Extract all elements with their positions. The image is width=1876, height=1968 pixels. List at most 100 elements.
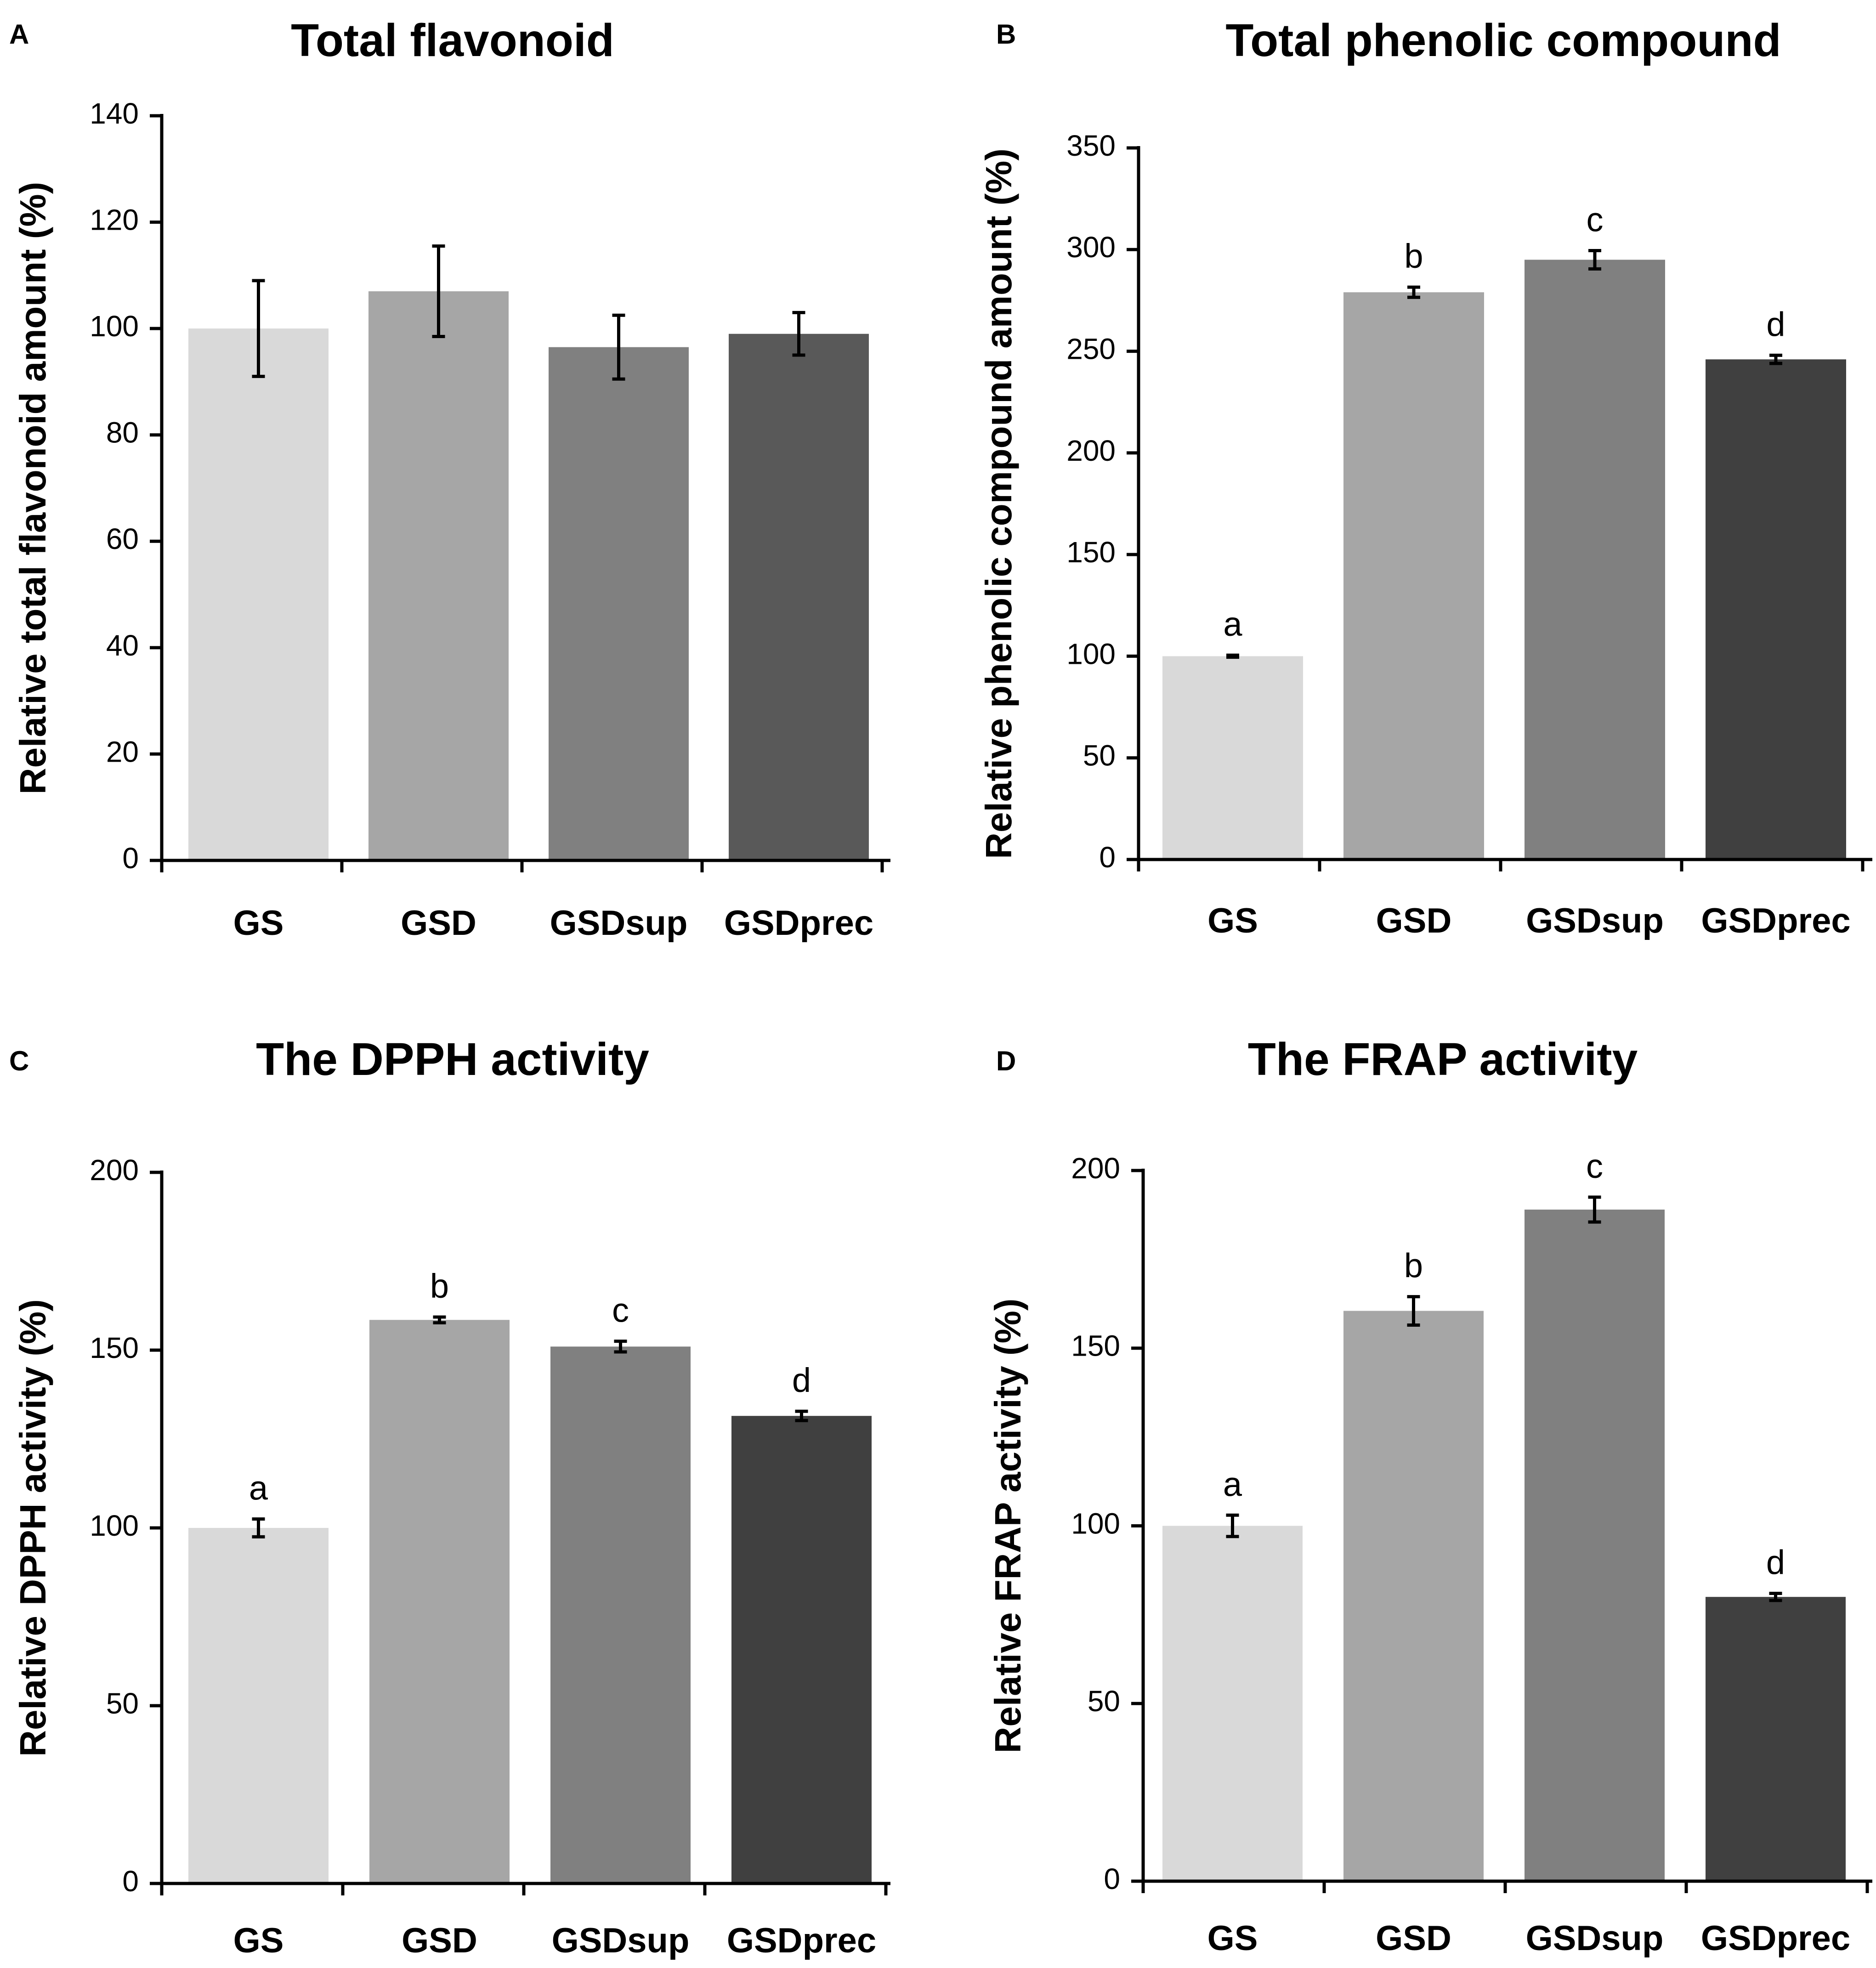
- error-bar: [433, 1315, 446, 1324]
- bar-gsdsup: [549, 347, 689, 860]
- y-axis-label: Relative FRAP activity (%): [987, 1299, 1028, 1753]
- bar-gs: [1162, 656, 1303, 860]
- bar-gsd: [369, 1320, 510, 1883]
- y-tick-label: 60: [106, 522, 139, 555]
- y-tick-label: 50: [106, 1687, 139, 1720]
- x-tick-label: GSD: [401, 904, 476, 943]
- error-bar: [612, 313, 625, 381]
- y-tick-label: 50: [1088, 1685, 1120, 1718]
- significance-letter: a: [1223, 1465, 1242, 1503]
- panel-letter: C: [9, 1046, 29, 1076]
- y-axis-label: Relative DPPH activity (%): [12, 1299, 53, 1757]
- y-tick-label: 80: [106, 416, 139, 449]
- error-bar: [1769, 1591, 1782, 1602]
- x-tick-label: GSD: [402, 1921, 477, 1960]
- significance-letter: c: [612, 1291, 629, 1329]
- panel-letter: B: [996, 19, 1016, 50]
- bar-gsdsup: [1525, 260, 1665, 860]
- x-tick-label: GSD: [1376, 1919, 1451, 1958]
- bar-gsdprec: [1706, 1597, 1846, 1881]
- y-tick-label: 100: [1071, 1507, 1120, 1540]
- chart-panel-b: B Total phenolic compound Relative phenoli…: [978, 15, 1872, 940]
- x-tick-label: GSDsup: [552, 1921, 690, 1960]
- error-bar: [795, 1409, 808, 1422]
- x-tick-label: GSD: [1376, 901, 1452, 940]
- x-tick-label: GSDprec: [724, 904, 873, 943]
- panel-letter: D: [996, 1046, 1016, 1076]
- y-tick-label: 150: [1066, 536, 1116, 569]
- y-axis-label: Relative total flavonoid amount (%): [12, 182, 53, 794]
- x-tick-label: GSDsup: [550, 904, 688, 943]
- error-bar: [1226, 653, 1239, 659]
- y-tick-label: 50: [1083, 739, 1116, 772]
- x-tick-label: GSDsup: [1526, 1919, 1664, 1958]
- x-tick-label: GS: [1207, 901, 1258, 940]
- chart-panel-d: D The FRAP activity Relative FRAP activity…: [987, 1034, 1872, 1958]
- error-bar: [792, 311, 805, 357]
- chart-panel-a: A Total flavonoid Relative total flavonoid…: [9, 15, 890, 943]
- y-tick-label: 150: [1071, 1329, 1120, 1363]
- chart-title: The FRAP activity: [1248, 1034, 1638, 1085]
- significance-letter: b: [1404, 237, 1423, 275]
- y-tick-label: 0: [1104, 1862, 1120, 1895]
- significance-letter: d: [1766, 305, 1785, 343]
- y-tick-label: 100: [1066, 637, 1116, 670]
- chart-title: The DPPH activity: [256, 1034, 649, 1085]
- significance-letter: a: [249, 1469, 268, 1507]
- y-tick-label: 100: [90, 310, 139, 343]
- bar-gsdprec: [731, 1416, 872, 1883]
- significance-letter: a: [1223, 605, 1242, 643]
- y-tick-label: 200: [1066, 434, 1116, 467]
- error-bar: [614, 1340, 627, 1354]
- y-tick-label: 200: [1071, 1152, 1120, 1185]
- y-tick-label: 150: [90, 1331, 139, 1364]
- y-tick-label: 100: [90, 1509, 139, 1542]
- x-tick-label: GS: [233, 904, 284, 943]
- y-axis-label: Relative phenolic compound amount (%): [978, 148, 1019, 859]
- chart-panel-c: C The DPPH activity Relative DPPH activity…: [9, 1034, 890, 1960]
- x-tick-label: GSDsup: [1526, 901, 1664, 940]
- bar-gs: [188, 328, 329, 861]
- error-bar: [1588, 1195, 1601, 1224]
- bar-gsdsup: [550, 1346, 691, 1883]
- significance-letter: d: [1766, 1543, 1785, 1581]
- error-bar: [252, 279, 265, 378]
- error-bar: [1769, 353, 1782, 365]
- bar-gsd: [1343, 292, 1484, 860]
- bar-gsd: [368, 291, 509, 861]
- error-bar: [252, 1517, 265, 1538]
- significance-letter: b: [430, 1267, 449, 1305]
- significance-letter: b: [1404, 1247, 1423, 1285]
- significance-letter: c: [1586, 1147, 1603, 1185]
- y-tick-label: 0: [122, 842, 139, 875]
- y-tick-label: 300: [1066, 231, 1116, 264]
- error-bar: [1226, 1513, 1239, 1538]
- x-tick-label: GSDprec: [1701, 901, 1850, 940]
- y-tick-label: 40: [106, 629, 139, 662]
- x-tick-label: GS: [1207, 1919, 1258, 1958]
- y-tick-label: 0: [1099, 841, 1116, 874]
- panel-letter: A: [9, 19, 29, 50]
- bar-gs: [1162, 1526, 1303, 1881]
- bar-gsdsup: [1525, 1210, 1665, 1881]
- y-tick-label: 0: [122, 1865, 139, 1898]
- bar-gs: [188, 1528, 329, 1883]
- chart-title: Total flavonoid: [291, 15, 614, 66]
- y-tick-label: 350: [1066, 129, 1116, 162]
- bar-gsdprec: [1706, 359, 1846, 860]
- y-tick-label: 250: [1066, 332, 1116, 365]
- significance-letter: d: [792, 1361, 811, 1399]
- y-tick-label: 140: [90, 97, 139, 130]
- error-bar: [1588, 249, 1601, 271]
- error-bar: [432, 244, 445, 339]
- x-tick-label: GSDprec: [1701, 1919, 1850, 1958]
- error-bar: [1407, 285, 1420, 299]
- chart-title: Total phenolic compound: [1225, 15, 1781, 66]
- bar-gsdprec: [729, 334, 869, 860]
- significance-letter: c: [1587, 200, 1604, 238]
- y-tick-label: 200: [90, 1154, 139, 1187]
- y-tick-label: 120: [90, 203, 139, 236]
- y-tick-label: 20: [106, 735, 139, 768]
- error-bar: [1407, 1295, 1420, 1327]
